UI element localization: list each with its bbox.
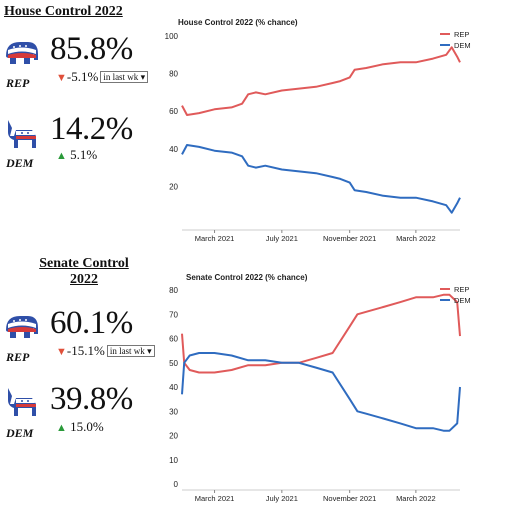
house-title: House Control 2022 [4, 4, 123, 19]
y-tick-label: 50 [169, 359, 178, 368]
house-rep-delta: -5.1% [66, 69, 99, 84]
house-rep-percentage: 85.8% [50, 31, 133, 67]
senate-dem-percentage: 39.8% [50, 381, 133, 417]
house-dem-label: DEM [6, 156, 34, 170]
series-line-dem [181, 352, 461, 432]
senate-timeframe-select[interactable]: in last wk ▾ [106, 345, 155, 357]
house-chart: House Control 2022 (% chance) 20 40 60 80 100… [165, 18, 471, 243]
house-dem-block: DEM 14.2% ▲ 5.1% [0, 112, 160, 172]
y-tick-label: 80 [169, 286, 178, 295]
senate-rep-delta: -15.1% [66, 343, 105, 358]
senate-rep-block: REP 60.1% ▼-15.1% in last wk ▾ [0, 306, 160, 366]
house-rep-change: ▼-5.1% in last wk ▾ [56, 69, 149, 85]
y-tick-label: 40 [169, 145, 178, 154]
y-tick-label: 60 [169, 107, 178, 116]
down-arrow-icon: ▼ [56, 346, 67, 358]
house-timeframe-value: in last wk [103, 72, 139, 82]
x-tick-label: November 2021 [323, 494, 376, 503]
house-dem-delta: 5.1% [70, 147, 98, 162]
senate-rep-change: ▼-15.1% in last wk ▾ [56, 344, 155, 359]
senate-rep-percentage: 60.1% [50, 305, 133, 341]
y-tick-label: 20 [169, 432, 178, 441]
y-tick-label: 30 [169, 407, 178, 416]
y-tick-label: 100 [165, 32, 179, 41]
y-tick-label: 40 [169, 383, 178, 392]
y-tick-label: 0 [174, 480, 179, 489]
x-tick-label: July 2021 [266, 494, 298, 503]
x-tick-label: March 2022 [396, 494, 436, 503]
donkey-icon [8, 120, 36, 148]
x-tick-label: March 2021 [195, 234, 235, 243]
y-tick-label: 60 [169, 335, 178, 344]
senate-dem-block: DEM 39.8% ▲ 15.0% [0, 380, 160, 440]
house-rep-label: REP [6, 76, 30, 90]
senate-dem-change: ▲ 15.0% [56, 420, 104, 435]
y-tick-label: 70 [169, 310, 178, 319]
series-line-rep [181, 293, 461, 374]
y-tick-label: 20 [169, 182, 178, 191]
up-arrow-icon: ▲ [56, 150, 67, 162]
senate-timeframe-value: in last wk [109, 346, 145, 356]
legend-label-dem: DEM [454, 41, 471, 50]
senate-chart: Senate Control 2022 (% chance) 0 10 20 30 40 5… [169, 273, 471, 503]
series-line-dem [181, 144, 461, 214]
x-tick-label: March 2021 [195, 494, 235, 503]
down-arrow-icon: ▼ [56, 72, 67, 84]
house-timeframe-select[interactable]: in last wk ▾ [100, 71, 149, 83]
y-tick-label: 10 [169, 456, 178, 465]
senate-title-line1: Senate Control [39, 256, 129, 271]
senate-title: Senate Control 2022 [14, 256, 154, 288]
legend-label-rep: REP [454, 30, 469, 39]
house-dem-percentage: 14.2% [50, 111, 133, 147]
y-tick-label: 80 [169, 70, 178, 79]
house-rep-block: REP 85.8% ▼-5.1% in last wk ▾ [0, 32, 160, 92]
legend-label-rep: REP [454, 285, 469, 294]
legend-label-dem: DEM [454, 296, 471, 305]
chart-title: House Control 2022 (% chance) [178, 18, 298, 27]
senate-dem-label: DEM [6, 426, 34, 440]
elephant-icon [6, 316, 38, 338]
chart-title: Senate Control 2022 (% chance) [186, 273, 308, 282]
series-line-rep [181, 46, 461, 116]
x-tick-label: July 2021 [266, 234, 298, 243]
house-dem-change: ▲ 5.1% [56, 148, 97, 163]
x-tick-label: November 2021 [323, 234, 376, 243]
up-arrow-icon: ▲ [56, 422, 67, 434]
x-tick-label: March 2022 [396, 234, 436, 243]
donkey-icon [8, 388, 36, 416]
senate-rep-label: REP [6, 350, 30, 364]
senate-dem-delta: 15.0% [70, 419, 104, 434]
senate-title-line2: 2022 [70, 272, 98, 287]
elephant-icon [6, 42, 38, 64]
